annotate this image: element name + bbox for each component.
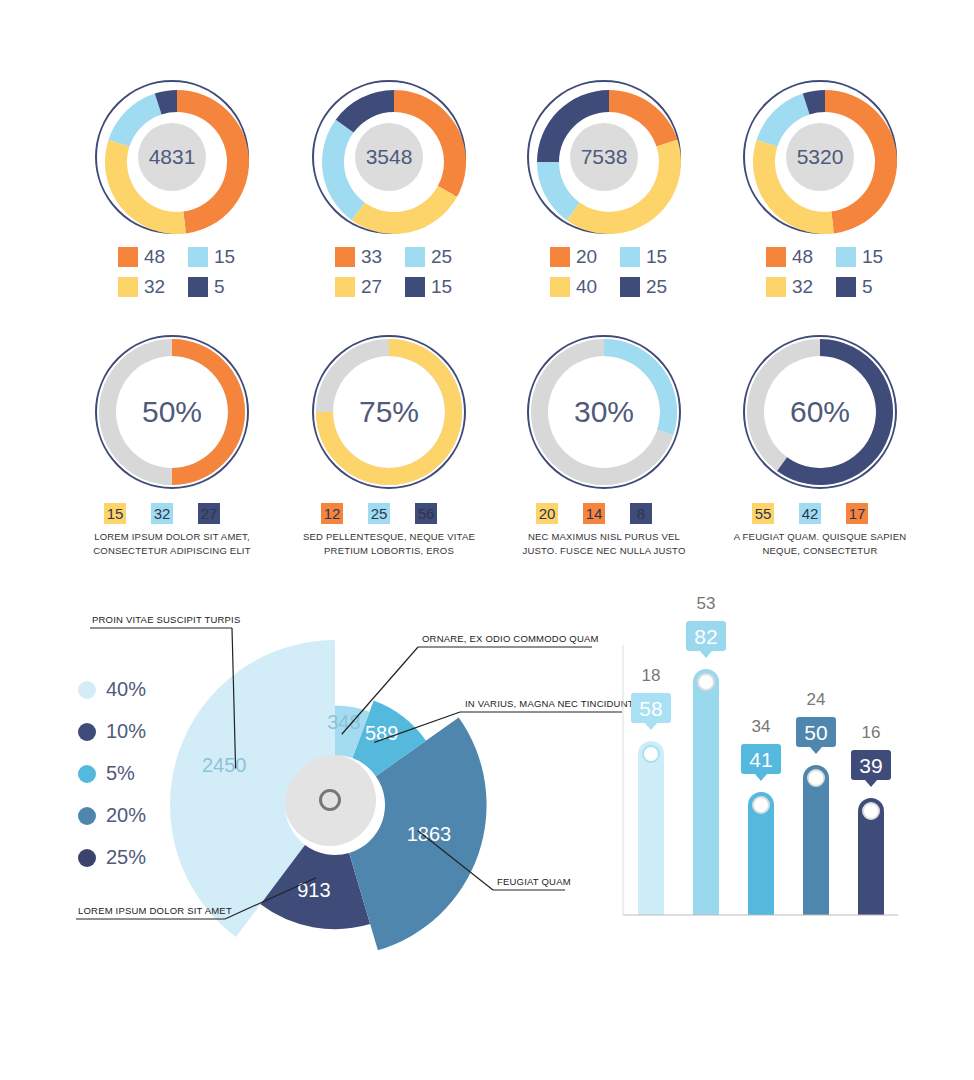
- svg-text:913: 913: [297, 879, 330, 901]
- svg-text:41: 41: [749, 748, 772, 771]
- html-text:32: 32: [792, 276, 814, 297]
- svg-text:39: 39: [859, 754, 882, 777]
- html-text:42: 42: [801, 505, 819, 522]
- html-text:60%: 60%: [790, 395, 850, 428]
- html-text:15: 15: [214, 246, 236, 267]
- html-text:48: 48: [792, 246, 814, 267]
- svg-text:18: 18: [642, 666, 661, 685]
- html-text:25: 25: [370, 505, 388, 522]
- html-text:FEUGIAT QUAM: FEUGIAT QUAM: [497, 876, 571, 887]
- svg-text:1863: 1863: [407, 823, 452, 845]
- html-text:15: 15: [862, 246, 884, 267]
- html-text:A FEUGIAT QUAM. QUISQUE SAPIEN: A FEUGIAT QUAM. QUISQUE SAPIEN NEQUE, CO…: [733, 531, 907, 556]
- html-text:33: 33: [361, 246, 383, 267]
- svg-text:53: 53: [697, 594, 716, 613]
- html-text:14: 14: [585, 505, 603, 522]
- html-text:5320: 5320: [796, 145, 844, 168]
- html-text:30%: 30%: [574, 395, 634, 428]
- html-text:ORNARE, EX ODIO COMMODO QUAM: ORNARE, EX ODIO COMMODO QUAM: [422, 633, 599, 644]
- html-text:17: 17: [848, 505, 866, 522]
- svg-text:34: 34: [752, 717, 771, 736]
- svg-text:589: 589: [365, 722, 398, 744]
- html-text:32: 32: [153, 505, 171, 522]
- html-text:75%: 75%: [359, 395, 419, 428]
- html-text:20: 20: [538, 505, 556, 522]
- html-text:25: 25: [646, 276, 668, 297]
- svg-text:24: 24: [807, 690, 826, 709]
- html-text:25%: 25%: [106, 846, 146, 868]
- svg-text:58: 58: [639, 697, 662, 720]
- html-text:3548: 3548: [365, 145, 413, 168]
- html-text:5%: 5%: [106, 762, 135, 784]
- html-text:5: 5: [862, 276, 873, 297]
- html-text:15: 15: [431, 276, 453, 297]
- html-text:40: 40: [576, 276, 598, 297]
- html-text:27: 27: [361, 276, 383, 297]
- html-text:55: 55: [754, 505, 772, 522]
- html-text:50%: 50%: [142, 395, 202, 428]
- html-text:SED PELLENTESQUE, NEQUE VITAE: SED PELLENTESQUE, NEQUE VITAE PRETIUM LO…: [303, 531, 475, 556]
- html-text:IN VARIUS, MAGNA NEC TINCIDUNT: IN VARIUS, MAGNA NEC TINCIDUNT: [465, 698, 634, 709]
- svg-text:82: 82: [694, 625, 717, 648]
- html-text:4831: 4831: [148, 145, 196, 168]
- svg-text:348: 348: [327, 711, 360, 733]
- html-text:10%: 10%: [106, 720, 146, 742]
- html-text:LOREM IPSUM DOLOR SIT AMET: LOREM IPSUM DOLOR SIT AMET: [78, 905, 232, 916]
- html-text:32: 32: [144, 276, 166, 297]
- html-text:PROIN VITAE SUSCIPIT TURPIS: PROIN VITAE SUSCIPIT TURPIS: [92, 614, 241, 625]
- html-text:20: 20: [576, 246, 598, 267]
- html-text:40%: 40%: [106, 678, 146, 700]
- html-text:48: 48: [144, 246, 166, 267]
- html-text:5: 5: [214, 276, 225, 297]
- html-text:20%: 20%: [106, 804, 146, 826]
- html-text:NEC MAXIMUS NISL PURUS VEL JUS: NEC MAXIMUS NISL PURUS VEL JUSTO. FUSCE …: [522, 531, 686, 556]
- html-text:15: 15: [106, 505, 124, 522]
- html-text:25: 25: [431, 246, 453, 267]
- svg-text:50: 50: [804, 721, 827, 744]
- svg-text:2450: 2450: [202, 754, 247, 776]
- html-text:12: 12: [323, 505, 341, 522]
- html-text:15: 15: [646, 246, 668, 267]
- html-text:27: 27: [200, 505, 218, 522]
- html-text:LOREM IPSUM DOLOR SIT AMET, CO: LOREM IPSUM DOLOR SIT AMET, CONSECTETUR …: [93, 531, 251, 556]
- html-text:56: 56: [417, 505, 435, 522]
- html-text:8: 8: [636, 505, 646, 522]
- html-text:7538: 7538: [580, 145, 628, 168]
- svg-text:16: 16: [862, 723, 881, 742]
